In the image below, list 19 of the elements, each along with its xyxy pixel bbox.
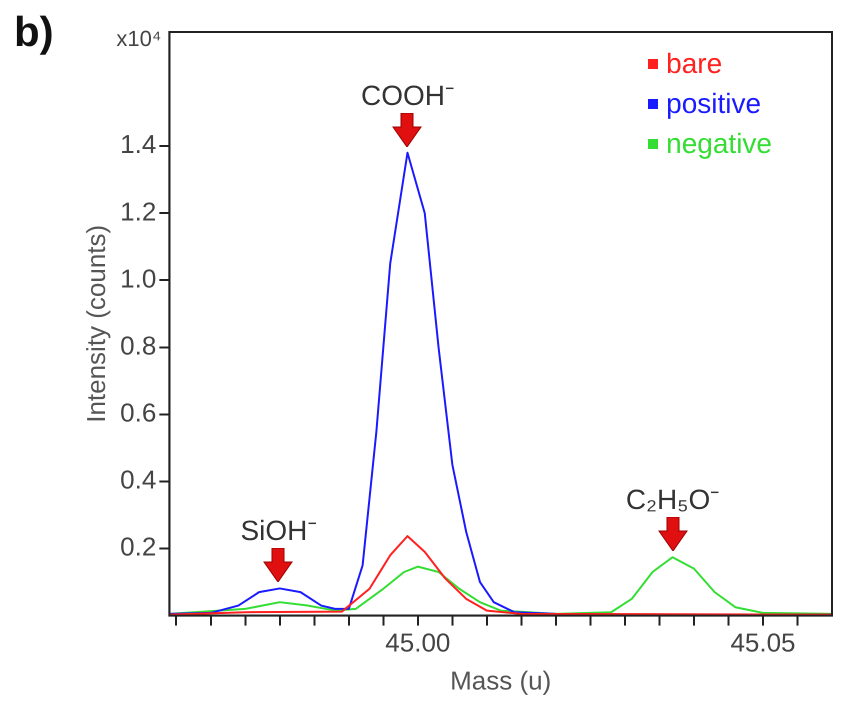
y-tick-label: 0.4	[120, 464, 156, 495]
y-axis-title: Intensity (counts)	[80, 224, 111, 423]
annotation: SiOH⁻	[239, 514, 318, 548]
legend-label: bare	[666, 47, 722, 81]
chart-title: b)	[14, 8, 54, 56]
text: x10⁴	[115, 26, 162, 52]
y-tick-label: 1.2	[120, 196, 156, 226]
legend-label: positive	[666, 87, 762, 121]
y-tick-label: 1.4	[120, 129, 156, 160]
y-tick-label: 0.6	[120, 398, 156, 428]
x-axis-title: Mass (u)	[450, 666, 552, 696]
y-tick-label: 0.2	[120, 532, 156, 562]
y-tick-label: 0.8	[120, 330, 156, 360]
y-tick-label: 1.0	[120, 263, 156, 294]
annotation: C₂H₅O⁻	[624, 483, 720, 518]
annotation: COOH⁻	[360, 78, 455, 113]
x-tick-label: 45.05	[730, 627, 796, 658]
x-tick-label: 45.00	[385, 627, 450, 658]
legend-label: negative	[666, 127, 772, 161]
